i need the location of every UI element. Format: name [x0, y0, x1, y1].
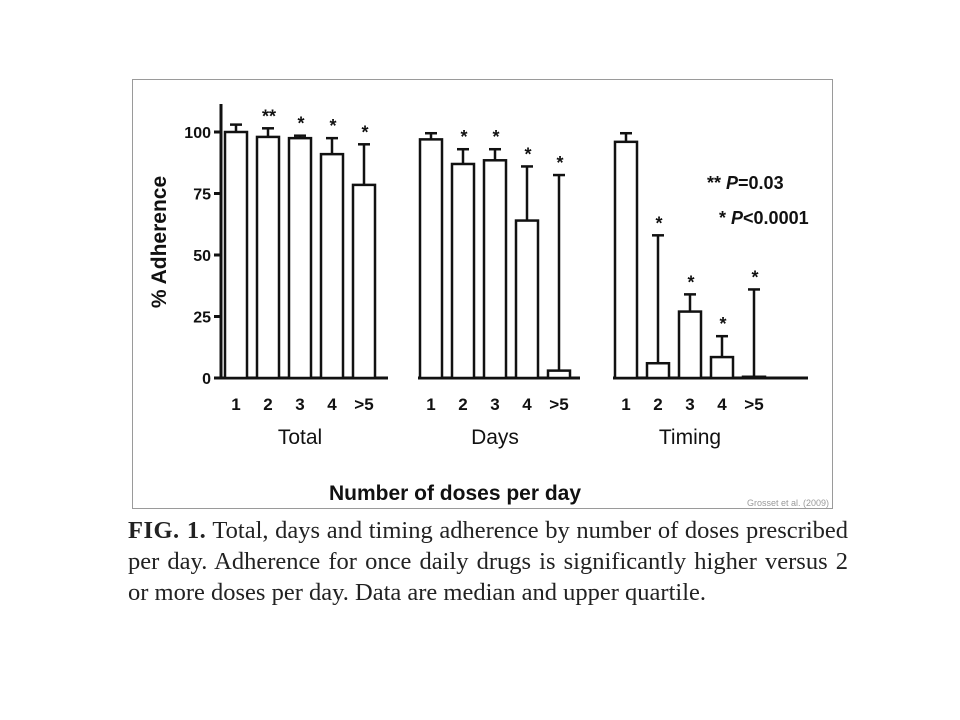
significance-marker: *	[524, 144, 531, 164]
x-tick-label: >5	[549, 395, 568, 414]
bar	[514, 219, 540, 380]
bar	[709, 355, 735, 380]
figure-caption: FIG. 1. Total, days and timing adherence…	[128, 515, 848, 608]
bar	[223, 130, 249, 380]
x-tick-label: 4	[522, 395, 532, 414]
y-tick-label: 75	[193, 187, 211, 204]
y-tick-label: 100	[184, 125, 211, 142]
x-tick-label: 3	[685, 395, 694, 414]
x-tick-label: 1	[621, 395, 630, 414]
x-tick-label: 1	[231, 395, 240, 414]
bar	[351, 183, 377, 380]
group-label: Total	[278, 426, 322, 449]
bar	[613, 140, 639, 380]
bar	[450, 162, 476, 380]
caption-text: Total, days and timing adherence by numb…	[128, 517, 849, 606]
bar	[287, 136, 313, 380]
bar	[255, 135, 281, 380]
bar	[482, 159, 508, 380]
legend-entry: ** P=0.03	[707, 173, 784, 193]
bar	[677, 310, 703, 380]
significance-marker: *	[655, 213, 662, 233]
significance-marker: *	[460, 127, 467, 147]
x-tick-label: 3	[295, 395, 304, 414]
bar	[645, 361, 671, 380]
x-tick-label: 2	[263, 395, 272, 414]
x-tick-label: >5	[744, 395, 763, 414]
x-tick-label: 1	[426, 395, 435, 414]
significance-marker: *	[329, 116, 336, 136]
significance-marker: *	[751, 267, 758, 287]
bar	[418, 138, 444, 380]
y-tick-label: 50	[193, 248, 211, 265]
caption-label: FIG. 1.	[128, 517, 207, 544]
legend-entry: * P<0.0001	[719, 208, 809, 228]
x-tick-label: >5	[354, 395, 373, 414]
y-tick-label: 0	[202, 371, 211, 388]
group-label: Days	[471, 426, 519, 449]
significance-marker: *	[297, 114, 304, 134]
group-label: Timing	[659, 426, 721, 449]
bar	[546, 369, 572, 380]
significance-marker: *	[492, 127, 499, 147]
bar	[319, 152, 345, 380]
significance-marker: **	[262, 106, 276, 126]
figure-frame: 0 25 50 75 100% Adherence 1 ** 2 * 3 * 4 * >5 Total 1 * 2…	[132, 79, 833, 509]
x-axis-label: Number of doses per day	[329, 482, 581, 505]
significance-marker: *	[687, 272, 694, 292]
x-tick-label: 2	[458, 395, 467, 414]
significance-marker: *	[556, 153, 563, 173]
y-tick-label: 25	[193, 310, 211, 327]
y-axis-label: % Adherence	[148, 176, 171, 308]
x-tick-label: 4	[717, 395, 727, 414]
x-tick-label: 4	[327, 395, 337, 414]
significance-marker: *	[719, 314, 726, 334]
source-credit: Grosset et al. (2009)	[747, 498, 829, 508]
x-tick-label: 3	[490, 395, 499, 414]
x-tick-label: 2	[653, 395, 662, 414]
significance-marker: *	[361, 122, 368, 142]
bar	[741, 375, 767, 380]
